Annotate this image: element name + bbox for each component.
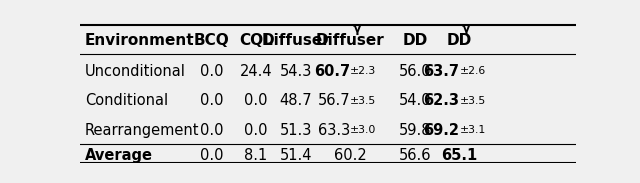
Text: 56.7: 56.7 <box>317 93 350 108</box>
Text: 54.0: 54.0 <box>399 93 431 108</box>
Text: 8.1: 8.1 <box>244 148 268 163</box>
Text: BCQ: BCQ <box>193 33 229 48</box>
Text: 51.3: 51.3 <box>280 123 312 138</box>
Text: 60.2: 60.2 <box>334 148 367 163</box>
Text: 51.4: 51.4 <box>280 148 312 163</box>
Text: Diffuser: Diffuser <box>316 33 385 48</box>
Text: 63.3: 63.3 <box>318 123 350 138</box>
Text: γ: γ <box>462 22 470 35</box>
Text: Environment: Environment <box>85 33 195 48</box>
Text: 54.3: 54.3 <box>280 64 312 79</box>
Text: CQL: CQL <box>239 33 273 48</box>
Text: 0.0: 0.0 <box>244 123 268 138</box>
Text: ±3.1: ±3.1 <box>460 126 486 135</box>
Text: γ: γ <box>353 22 362 35</box>
Text: ±3.5: ±3.5 <box>350 96 376 106</box>
Text: 60.7: 60.7 <box>314 64 350 79</box>
Text: 59.8: 59.8 <box>399 123 431 138</box>
Text: ±3.5: ±3.5 <box>460 96 486 106</box>
Text: 48.7: 48.7 <box>280 93 312 108</box>
Text: Diffuser: Diffuser <box>261 33 330 48</box>
Text: Average: Average <box>85 148 153 163</box>
Text: ±2.6: ±2.6 <box>460 66 486 76</box>
Text: DD: DD <box>447 33 472 48</box>
Text: Conditional: Conditional <box>85 93 168 108</box>
Text: 24.4: 24.4 <box>240 64 273 79</box>
Text: ±3.0: ±3.0 <box>350 126 377 135</box>
Text: 0.0: 0.0 <box>200 123 223 138</box>
Text: 63.7: 63.7 <box>424 64 460 79</box>
Text: 62.3: 62.3 <box>424 93 460 108</box>
Text: 56.0: 56.0 <box>399 64 431 79</box>
Text: Unconditional: Unconditional <box>85 64 186 79</box>
Text: 0.0: 0.0 <box>200 64 223 79</box>
Text: ±2.3: ±2.3 <box>350 66 376 76</box>
Text: 0.0: 0.0 <box>244 93 268 108</box>
Text: 0.0: 0.0 <box>200 93 223 108</box>
Text: 0.0: 0.0 <box>200 148 223 163</box>
Text: 56.6: 56.6 <box>399 148 431 163</box>
Text: 65.1: 65.1 <box>442 148 477 163</box>
Text: Rearrangement: Rearrangement <box>85 123 200 138</box>
Text: 69.2: 69.2 <box>424 123 460 138</box>
Text: DD: DD <box>402 33 428 48</box>
